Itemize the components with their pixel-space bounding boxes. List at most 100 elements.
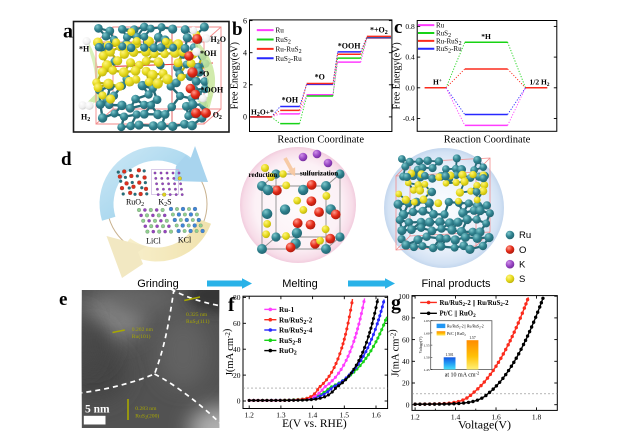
- svg-text:1.6: 1.6: [491, 413, 501, 422]
- svg-text:0.202 nm: 0.202 nm: [132, 327, 154, 333]
- svg-text:H2O+*: H2O+*: [251, 108, 274, 119]
- svg-text:0: 0: [243, 113, 247, 122]
- svg-text:1/2 H2: 1/2 H2: [530, 77, 550, 88]
- svg-text:KCl: KCl: [178, 236, 192, 245]
- svg-text:60: 60: [233, 319, 241, 328]
- svg-text:H2O: H2O: [211, 35, 226, 46]
- svg-text:Ru(101): Ru(101): [132, 333, 151, 340]
- svg-text:Reaction Coordinate: Reaction Coordinate: [277, 135, 364, 146]
- svg-text:K2S: K2S: [158, 198, 171, 209]
- svg-text:Voltage(V): Voltage(V): [419, 336, 423, 354]
- svg-text:-0.4: -0.4: [403, 114, 415, 123]
- svg-text:1.4: 1.4: [451, 413, 461, 422]
- svg-text:0.0: 0.0: [405, 83, 415, 92]
- svg-text:1.50: 1.50: [423, 356, 429, 360]
- svg-text:100: 100: [398, 292, 410, 301]
- svg-text:f: f: [228, 294, 235, 316]
- svg-text:*O: *O: [315, 73, 325, 82]
- svg-text:Pt/C || RuO2: Pt/C || RuO2: [440, 311, 477, 319]
- svg-text:40: 40: [233, 345, 241, 354]
- svg-text:*+O2: *+O2: [370, 26, 388, 37]
- svg-text:6: 6: [243, 16, 247, 25]
- svg-text:1.501: 1.501: [446, 353, 454, 357]
- svg-text:1.65: 1.65: [423, 319, 429, 323]
- svg-text:*OOH: *OOH: [201, 86, 224, 95]
- svg-text:RuS2(111): RuS2(111): [186, 318, 210, 325]
- svg-text:1.45: 1.45: [423, 368, 429, 372]
- svg-text:RuO2: RuO2: [126, 198, 144, 209]
- svg-text:60: 60: [402, 335, 410, 344]
- svg-text:g: g: [391, 292, 401, 314]
- svg-text:*OOH: *OOH: [338, 42, 361, 51]
- svg-text:*H: *H: [79, 44, 90, 53]
- svg-text:1.55: 1.55: [423, 344, 429, 348]
- svg-text:sulfurization: sulfurization: [300, 170, 338, 178]
- svg-text:b: b: [232, 19, 243, 40]
- svg-text:1.5: 1.5: [340, 411, 350, 420]
- svg-text:RuS2: RuS2: [436, 29, 451, 39]
- svg-text:1.60: 1.60: [423, 331, 429, 335]
- svg-text:40: 40: [402, 357, 410, 366]
- svg-text:1.6: 1.6: [371, 411, 381, 420]
- svg-text:Reaction Coordinate: Reaction Coordinate: [444, 135, 531, 146]
- svg-text:5 nm: 5 nm: [85, 404, 110, 416]
- svg-text:80: 80: [402, 314, 410, 323]
- svg-text:*OH: *OH: [282, 96, 299, 105]
- svg-text:Free Energy(eV): Free Energy(eV): [230, 42, 241, 109]
- svg-text:Grinding: Grinding: [137, 278, 179, 290]
- svg-text:H2: H2: [81, 113, 90, 124]
- svg-text:2: 2: [243, 81, 247, 90]
- svg-text:1.2: 1.2: [245, 411, 255, 420]
- svg-text:1.3: 1.3: [276, 411, 286, 420]
- svg-text:0.4: 0.4: [405, 53, 415, 62]
- svg-text:*OH: *OH: [200, 49, 217, 58]
- svg-text:Ru/RuS2-2 || Ru/RuS2-2: Ru/RuS2-2 || Ru/RuS2-2: [440, 300, 510, 308]
- svg-text:4: 4: [243, 49, 247, 58]
- svg-text:J(mA cm-2): J(mA cm-2): [222, 328, 236, 376]
- svg-text:20: 20: [402, 379, 410, 388]
- svg-text:Ru: Ru: [436, 22, 445, 30]
- svg-text:0.325 nm: 0.325 nm: [186, 312, 208, 318]
- svg-text:Melting: Melting: [282, 278, 317, 290]
- svg-text:reduction: reduction: [249, 171, 278, 179]
- svg-text:RuS2-Ru: RuS2-Ru: [276, 55, 303, 65]
- svg-text:S: S: [519, 274, 525, 285]
- svg-text:e: e: [59, 289, 67, 310]
- svg-text:RuS2-8: RuS2-8: [279, 337, 302, 347]
- svg-text:Voltage(V): Voltage(V): [458, 418, 511, 432]
- svg-text:O: O: [519, 245, 526, 256]
- svg-text:J(mA cm-2): J(mA cm-2): [388, 329, 402, 377]
- svg-text:K: K: [519, 259, 526, 270]
- svg-text:0.283 nm: 0.283 nm: [135, 406, 157, 412]
- svg-text:0.8: 0.8: [405, 22, 415, 31]
- svg-text:Pt/C || RuO2: Pt/C || RuO2: [447, 332, 466, 337]
- svg-text:1.4: 1.4: [308, 411, 318, 420]
- svg-text:*O: *O: [199, 70, 209, 79]
- svg-text:*H: *H: [481, 32, 491, 41]
- svg-text:1.8: 1.8: [532, 413, 542, 422]
- svg-text:Ru/RuS2-4: Ru/RuS2-4: [279, 327, 313, 337]
- svg-text:Ru/RuS2-2: Ru/RuS2-2: [279, 316, 313, 326]
- svg-text:1.2: 1.2: [410, 413, 420, 422]
- svg-text:Ru-RuS2: Ru-RuS2: [276, 45, 302, 55]
- svg-text:Ru/RuS2-2 || Ru/RuS2-2: Ru/RuS2-2 || Ru/RuS2-2: [447, 325, 484, 330]
- svg-text:20: 20: [233, 371, 241, 380]
- svg-text:H+: H+: [433, 77, 442, 86]
- svg-text:0: 0: [237, 397, 241, 406]
- svg-text:RuS2: RuS2: [276, 36, 291, 46]
- svg-text:a: a: [63, 21, 73, 43]
- svg-text:Ru-RuS2: Ru-RuS2: [436, 37, 462, 47]
- svg-text:0: 0: [406, 400, 410, 409]
- svg-text:Ru: Ru: [519, 230, 531, 241]
- svg-text:E(V vs. RHE): E(V vs. RHE): [282, 418, 347, 430]
- svg-text:d: d: [61, 149, 72, 170]
- svg-text:Final products: Final products: [421, 278, 491, 290]
- svg-text:c: c: [394, 17, 402, 38]
- svg-text:RuO2: RuO2: [279, 347, 297, 357]
- svg-text:80: 80: [233, 293, 241, 302]
- svg-text:Ru-1: Ru-1: [279, 306, 295, 314]
- svg-text:Free Energy(eV): Free Energy(eV): [392, 42, 403, 109]
- svg-text:Ru: Ru: [276, 27, 285, 35]
- svg-text:1.57: 1.57: [469, 336, 475, 340]
- svg-text:O2: O2: [213, 111, 222, 122]
